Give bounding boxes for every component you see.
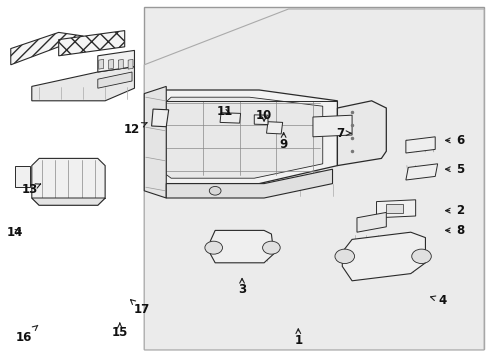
Text: 17: 17 bbox=[130, 300, 150, 316]
Polygon shape bbox=[144, 9, 483, 350]
Polygon shape bbox=[405, 137, 434, 153]
Polygon shape bbox=[151, 90, 161, 184]
Polygon shape bbox=[118, 59, 123, 69]
Bar bbox=[386, 204, 403, 213]
Text: 11: 11 bbox=[216, 105, 233, 118]
Polygon shape bbox=[144, 7, 483, 349]
Text: 1: 1 bbox=[294, 329, 302, 347]
Text: 4: 4 bbox=[430, 294, 446, 307]
Polygon shape bbox=[254, 115, 267, 125]
Polygon shape bbox=[266, 122, 282, 134]
Polygon shape bbox=[342, 232, 425, 281]
Polygon shape bbox=[151, 90, 337, 184]
Circle shape bbox=[209, 186, 221, 195]
Polygon shape bbox=[128, 59, 133, 69]
Text: 12: 12 bbox=[123, 123, 147, 136]
Text: 10: 10 bbox=[255, 109, 272, 122]
Text: 14: 14 bbox=[6, 226, 23, 239]
Polygon shape bbox=[32, 158, 105, 205]
Polygon shape bbox=[32, 67, 134, 101]
Circle shape bbox=[411, 249, 430, 264]
Polygon shape bbox=[98, 50, 134, 72]
Polygon shape bbox=[99, 59, 103, 69]
Text: 7: 7 bbox=[335, 127, 350, 140]
Text: 2: 2 bbox=[445, 204, 464, 217]
Polygon shape bbox=[356, 212, 386, 232]
Polygon shape bbox=[376, 200, 415, 218]
Polygon shape bbox=[161, 97, 322, 178]
Polygon shape bbox=[32, 198, 105, 205]
Polygon shape bbox=[15, 166, 30, 187]
Text: 6: 6 bbox=[445, 134, 464, 147]
Text: 8: 8 bbox=[445, 224, 464, 237]
Text: 3: 3 bbox=[238, 278, 245, 296]
Polygon shape bbox=[59, 31, 124, 56]
Polygon shape bbox=[312, 115, 351, 137]
Polygon shape bbox=[166, 169, 332, 198]
Circle shape bbox=[262, 241, 280, 254]
Circle shape bbox=[204, 241, 222, 254]
Circle shape bbox=[334, 249, 354, 264]
Polygon shape bbox=[220, 113, 240, 123]
Polygon shape bbox=[210, 230, 273, 263]
Polygon shape bbox=[151, 109, 168, 127]
Polygon shape bbox=[98, 72, 132, 88]
Polygon shape bbox=[11, 32, 83, 65]
Text: 13: 13 bbox=[21, 183, 41, 195]
Text: 16: 16 bbox=[15, 325, 38, 344]
Text: 9: 9 bbox=[279, 132, 287, 150]
Polygon shape bbox=[108, 59, 113, 69]
Text: 5: 5 bbox=[445, 163, 464, 176]
Text: 15: 15 bbox=[111, 323, 128, 339]
Polygon shape bbox=[405, 164, 437, 180]
Polygon shape bbox=[144, 86, 166, 198]
Polygon shape bbox=[337, 101, 386, 166]
